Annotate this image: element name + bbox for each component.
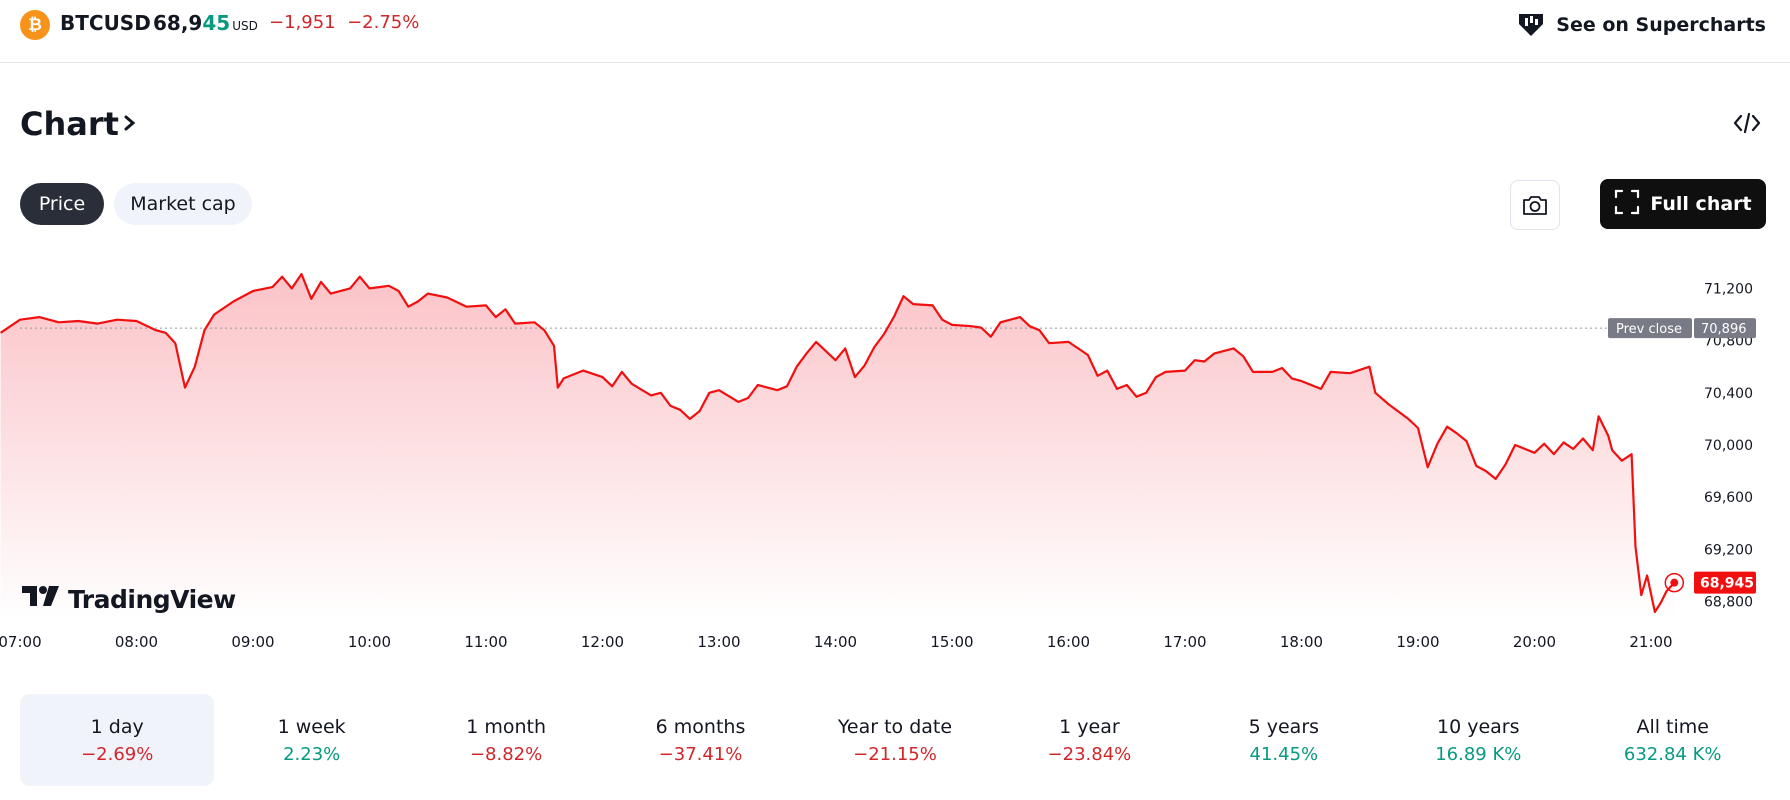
last-price-bg [1694, 571, 1756, 594]
prev-close-value-bg [1694, 318, 1756, 339]
period-year-to-date[interactable]: Year to date −21.15% [798, 694, 992, 786]
full-chart-label: Full chart [1650, 193, 1752, 215]
x-tick-label: 16:00 [1047, 633, 1090, 651]
fullscreen-icon [1614, 189, 1640, 220]
currency-label: USD [232, 19, 258, 33]
camera-icon [1523, 196, 1547, 215]
tradingview-wordmark: TradingView [68, 585, 236, 614]
y-tick-label: 68,800 [1704, 595, 1753, 611]
period-5-years[interactable]: 5 years 41.45% [1187, 694, 1381, 786]
period-label: All time [1636, 715, 1709, 738]
last-price-badge: 68,945 [1664, 571, 1756, 594]
x-tick-label: 07:00 [0, 633, 42, 651]
y-tick-label: 71,200 [1704, 281, 1753, 297]
period-change: 632.84 K% [1623, 743, 1722, 765]
bitcoin-icon: ₿ [20, 10, 50, 40]
price-line [0, 272, 1676, 614]
x-tick-label: 14:00 [814, 633, 857, 651]
last-price-pulse [1664, 572, 1685, 593]
period-change: 41.45% [1249, 743, 1319, 765]
prev-close-badge: Prev close 70,896 [1608, 318, 1756, 339]
embed-code-icon [1733, 112, 1761, 134]
full-chart-button[interactable]: Full chart [1600, 179, 1766, 229]
change-absolute: −1,951 [269, 12, 336, 33]
x-tick-label: 10:00 [348, 633, 391, 651]
period-label: 1 day [90, 715, 144, 738]
period-label: 1 year [1059, 715, 1120, 738]
period-change: −8.82% [469, 743, 543, 765]
section-title-text: Chart [20, 105, 119, 143]
x-tick-label: 18:00 [1280, 633, 1323, 651]
period-10-years[interactable]: 10 years 16.89 K% [1381, 694, 1575, 786]
y-tick-label: 70,000 [1704, 438, 1753, 454]
tab-market-cap[interactable]: Market cap [114, 183, 252, 225]
supercharts-icon [1516, 8, 1546, 43]
period-change: −37.41% [658, 743, 743, 765]
period-6-months[interactable]: 6 months −37.41% [603, 694, 797, 786]
tradingview-logo[interactable]: TradingView [22, 585, 236, 614]
period-label: 10 years [1437, 715, 1520, 738]
embed-code-button[interactable] [1732, 110, 1762, 141]
change-percent: −2.75% [347, 12, 420, 33]
period-label: 1 month [466, 715, 546, 738]
period-change: 16.89 K% [1435, 743, 1522, 765]
period-1-day[interactable]: 1 day −2.69% [20, 694, 215, 786]
price-change: −1,951 −2.75% [269, 12, 419, 33]
y-tick-label: 69,600 [1704, 490, 1753, 506]
x-tick-label: 08:00 [115, 633, 158, 651]
period-1-year[interactable]: 1 year −23.84% [992, 694, 1186, 786]
period-change: −21.15% [853, 743, 937, 765]
price-chart[interactable]: 68,80069,20069,60070,00070,40070,80071,2… [0, 0, 1790, 660]
prev-close-label-bg [1608, 318, 1692, 339]
price-tail: 45 [202, 11, 231, 35]
x-axis: 07:00 08:00 09:00 10:00 11:00 12:00 13:00 14:00… [0, 633, 1673, 651]
x-tick-label: 15:00 [930, 633, 973, 651]
chevron-right-icon [121, 106, 139, 144]
x-tick-label: 09:00 [231, 633, 274, 651]
symbol-name[interactable]: BTCUSD [60, 11, 151, 35]
period-1-week[interactable]: 1 week 2.23% [214, 694, 408, 786]
price-main: 68,9 [153, 11, 203, 35]
prev-close-value: 70,896 [1701, 322, 1747, 337]
y-axis: 68,80069,20069,60070,00070,40070,80071,2… [1704, 281, 1753, 610]
y-tick-label: 70,400 [1704, 386, 1753, 402]
period-label: 1 week [277, 715, 346, 738]
x-tick-label: 17:00 [1163, 633, 1206, 651]
period-selector: 1 day −2.69% 1 week 2.23% 1 month −8.82% 6 … [20, 694, 1770, 786]
symbol-header: ₿ BTCUSD 68,945 USD −1,951 −2.75% See on … [0, 0, 1790, 63]
screenshot-button[interactable] [1510, 180, 1560, 230]
x-tick-label: 12:00 [581, 633, 624, 651]
period-label: 6 months [655, 715, 746, 738]
prev-close-label: Prev close [1616, 322, 1682, 337]
period-label: Year to date [837, 715, 953, 738]
x-tick-label: 21:00 [1629, 633, 1672, 651]
x-tick-label: 19:00 [1396, 633, 1439, 651]
period-all-time[interactable]: All time 632.84 K% [1576, 694, 1770, 786]
see-on-supercharts-link[interactable]: See on Supercharts [1516, 10, 1766, 40]
last-price-dot [1670, 578, 1679, 587]
x-tick-label: 20:00 [1513, 633, 1556, 651]
y-tick-label: 69,200 [1704, 542, 1753, 558]
period-change: −23.84% [1047, 743, 1132, 765]
period-change: −2.69% [81, 743, 154, 765]
period-1-month[interactable]: 1 month −8.82% [409, 694, 603, 786]
tab-price[interactable]: Price [20, 183, 104, 225]
x-tick-label: 13:00 [697, 633, 740, 651]
last-price-label: 68,945 [1700, 576, 1754, 592]
chart-section-title[interactable]: Chart [20, 104, 139, 144]
last-price: 68,945 USD [153, 11, 258, 35]
tradingview-icon [22, 585, 62, 614]
price-area-fill [0, 274, 1675, 620]
supercharts-label: See on Supercharts [1556, 14, 1766, 36]
period-change: 2.23% [283, 743, 341, 765]
period-label: 5 years [1248, 715, 1320, 738]
x-tick-label: 11:00 [464, 633, 507, 651]
